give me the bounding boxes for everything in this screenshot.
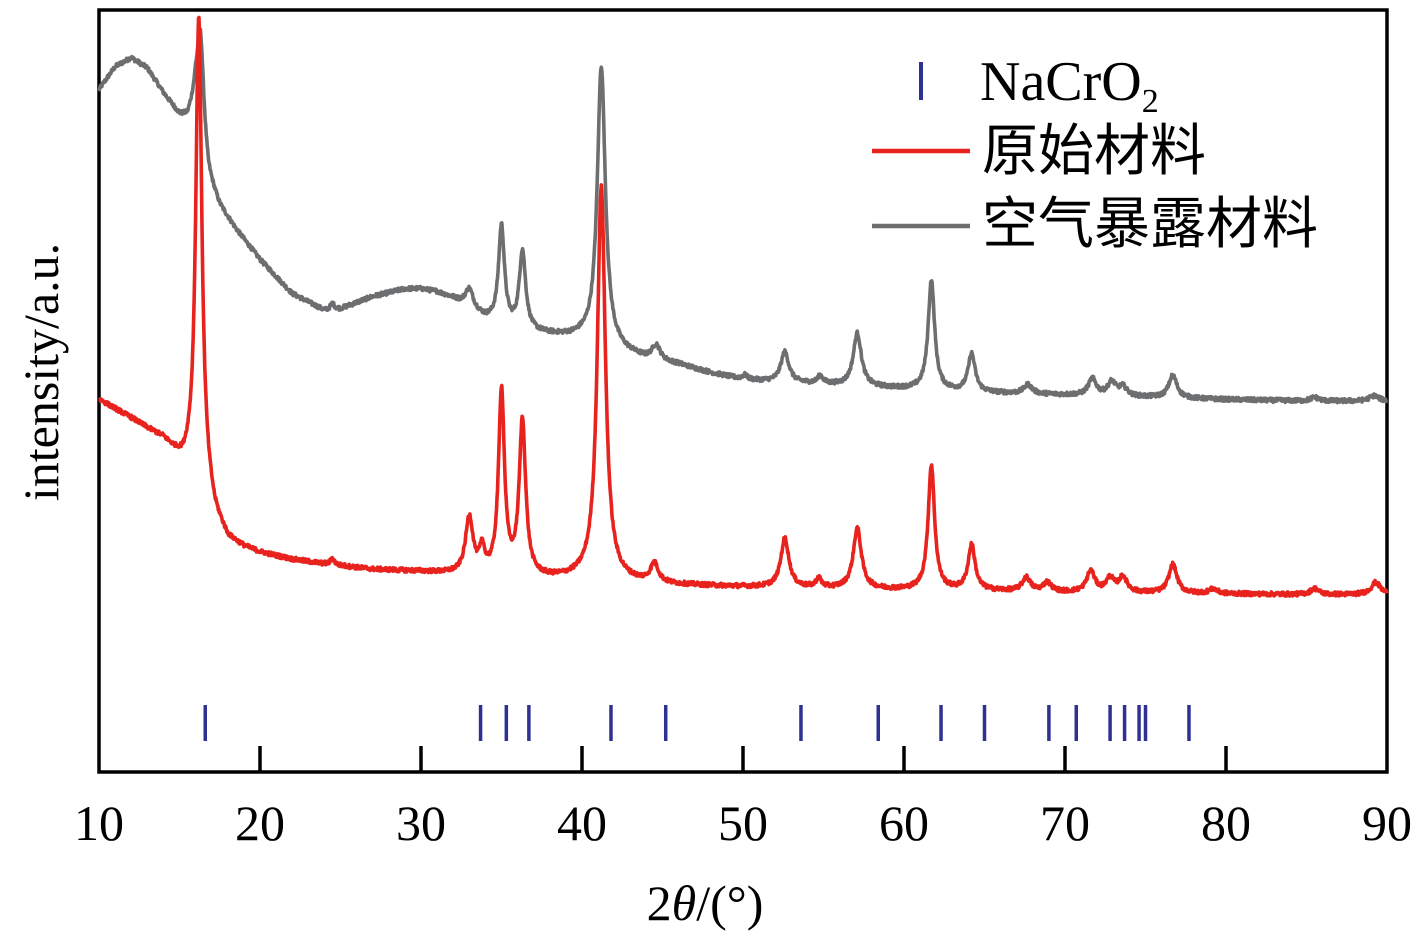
x-tick-label: 60 (879, 795, 929, 851)
legend-reference-formula: NaCrO (980, 51, 1142, 113)
legend-reference-label: NaCrO2 (980, 51, 1159, 120)
series-line-exposed (97, 27, 1389, 405)
x-tick-label: 20 (235, 795, 285, 851)
reference-tick-layer (203, 705, 1191, 741)
x-tick-layer: 10 20 30 40 50 60 70 80 90 (74, 746, 1412, 851)
x-axis-title-theta: θ (672, 875, 697, 931)
legend-reference-subscript: 2 (1142, 83, 1159, 120)
x-tick-label: 40 (557, 795, 607, 851)
x-tick-label: 80 (1201, 795, 1251, 851)
x-axis-title-prefix: 2 (647, 875, 672, 931)
legend-exposed-label: 空气暴露材料 (982, 194, 1318, 256)
legend: NaCrO2 原始材料 空气暴露材料 (872, 51, 1318, 256)
x-tick-label: 50 (718, 795, 768, 851)
legend-pristine-label: 原始材料 (982, 121, 1206, 183)
x-tick-label: 10 (74, 795, 124, 851)
x-axis-title: 2θ/(°) (647, 875, 764, 931)
x-tick-label: 90 (1362, 795, 1412, 851)
series-line-pristine (97, 15, 1389, 598)
x-tick-label: 30 (396, 795, 446, 851)
x-axis-title-suffix: /(°) (696, 875, 763, 931)
series-layer (97, 15, 1389, 598)
x-tick-label: 70 (1040, 795, 1090, 851)
y-axis-title: intensity/a.u. (13, 243, 69, 501)
